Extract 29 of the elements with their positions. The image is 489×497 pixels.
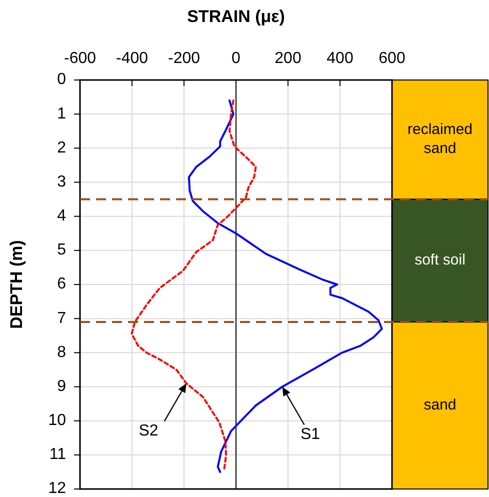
x-tick-label: 200 — [274, 50, 302, 67]
series-label: soft soil — [414, 252, 466, 269]
y-axis-title: DEPTH (m) — [7, 240, 26, 329]
x-tick-label: 400 — [326, 50, 354, 67]
series-label: reclaimed sand — [407, 121, 473, 158]
y-tick-label: 6 — [57, 276, 66, 293]
y-tick-label: 12 — [48, 480, 66, 497]
y-tick-label: 2 — [57, 139, 66, 156]
y-tick-label: 1 — [57, 105, 66, 122]
x-tick-label: 600 — [378, 50, 406, 67]
annotation: S2 — [138, 422, 158, 440]
line-series — [130, 99, 257, 470]
x-tick-label: -200 — [168, 50, 200, 67]
x-tick-label: 0 — [232, 50, 241, 67]
y-tick-label: 3 — [57, 173, 66, 190]
x-tick-label: -400 — [116, 50, 148, 67]
x-tick-label: -600 — [64, 50, 96, 67]
annotation: S1 — [300, 426, 320, 443]
line-series — [188, 99, 383, 473]
y-tick-label: 10 — [48, 412, 66, 430]
series-label: sand — [424, 396, 456, 414]
y-tick-label: 0 — [57, 71, 66, 88]
x-axis-title: STRAIN (με) — [187, 7, 285, 26]
y-tick-label: 8 — [57, 344, 66, 361]
y-tick-label: 5 — [57, 242, 66, 259]
y-tick-label: 9 — [57, 378, 66, 395]
y-tick-label: 4 — [57, 208, 66, 225]
y-tick-label: 11 — [49, 446, 66, 464]
y-tick-label: 7 — [57, 310, 66, 327]
